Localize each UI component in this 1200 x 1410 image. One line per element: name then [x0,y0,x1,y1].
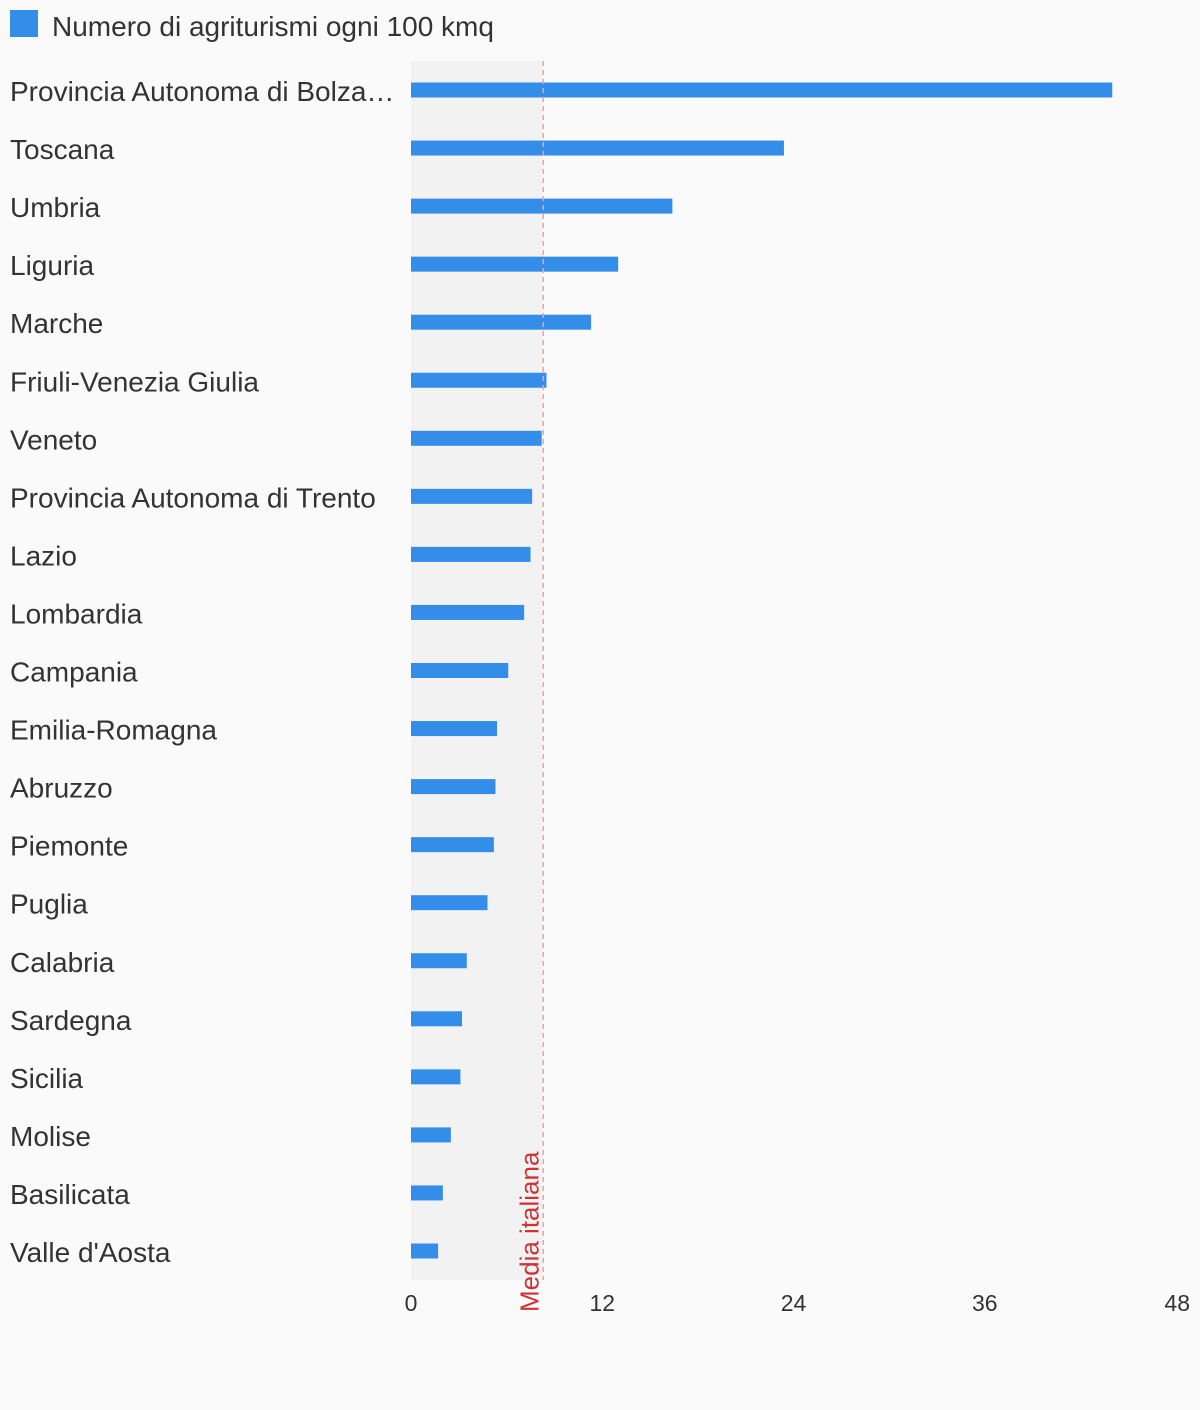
bars-layer [411,82,1113,1259]
bar[interactable] [411,488,533,504]
bar[interactable] [411,140,784,156]
category-label: Piemonte [10,831,128,862]
bar[interactable] [411,1069,461,1085]
bar[interactable] [411,1127,451,1143]
category-label: Sardegna [10,1005,132,1036]
bar[interactable] [411,837,494,853]
x-tick-label: 12 [589,1290,615,1316]
legend-swatch [10,10,38,37]
category-label: Puglia [10,889,88,920]
bar[interactable] [411,198,673,214]
category-label: Provincia Autonoma di Trento [10,482,376,513]
legend-label: Numero di agriturismi ogni 100 kmq [52,11,494,42]
bar[interactable] [411,1185,443,1201]
legend[interactable]: Numero di agriturismi ogni 100 kmq [10,10,494,42]
bar[interactable] [411,953,467,969]
x-tick-label: 36 [972,1290,998,1316]
category-label: Liguria [10,250,94,281]
x-tick-label: 48 [1164,1290,1190,1316]
bar[interactable] [411,372,547,388]
bar[interactable] [411,1011,462,1027]
category-label: Marche [10,308,103,339]
category-label: Provincia Autonoma di Bolza… [10,76,394,107]
bar[interactable] [411,895,488,911]
bar[interactable] [411,430,542,446]
category-label: Lazio [10,540,77,571]
x-axis-ticks: 0 12 24 36 48 [405,1290,1190,1316]
reference-label: Media italiana [514,1151,544,1312]
bar[interactable] [411,1243,439,1259]
category-labels: Provincia Autonoma di Bolza… Toscana Umbri… [10,76,394,1268]
bar[interactable] [411,256,619,272]
category-label: Sicilia [10,1063,84,1094]
category-label: Veneto [10,424,97,455]
bar[interactable] [411,779,496,795]
bar[interactable] [411,721,498,737]
bar[interactable] [411,82,1113,98]
category-label: Lombardia [10,598,143,629]
category-label: Toscana [10,134,115,165]
bar[interactable] [411,314,592,330]
category-label: Basilicata [10,1179,130,1210]
category-label: Umbria [10,192,101,223]
x-tick-label: 0 [405,1290,418,1316]
bar[interactable] [411,546,531,562]
category-label: Campania [10,657,138,688]
category-label: Abruzzo [10,773,113,804]
category-label: Calabria [10,947,115,978]
category-label: Molise [10,1121,91,1152]
category-label: Emilia-Romagna [10,715,217,746]
bar[interactable] [411,663,509,678]
category-label: Valle d'Aosta [10,1237,171,1268]
x-tick-label: 24 [781,1290,807,1316]
bar[interactable] [411,604,525,620]
category-label: Friuli-Venezia Giulia [10,366,259,397]
